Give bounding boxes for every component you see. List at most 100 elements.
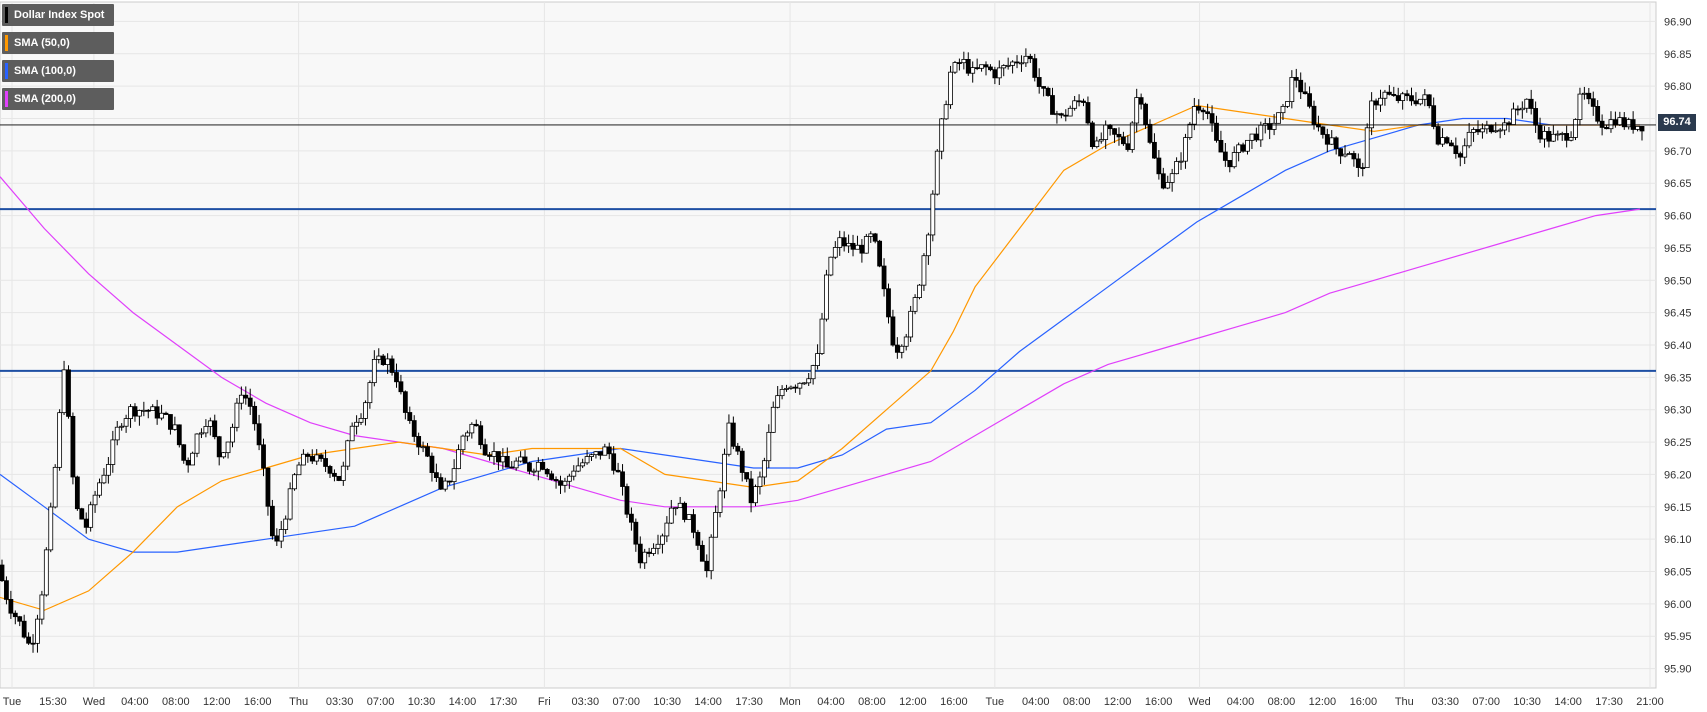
x-tick-label: 15:30 (39, 696, 67, 708)
candle-body (518, 456, 523, 462)
x-tick-label: 12:00 (1104, 696, 1132, 708)
x-tick-label: 16:00 (1350, 696, 1378, 708)
candle-body (1112, 128, 1117, 135)
last-price-tag: 96.74 (1658, 114, 1696, 131)
y-tick-label: 96.80 (1664, 81, 1692, 93)
candle-body (207, 420, 213, 427)
candle-body (1129, 122, 1135, 150)
x-tick-label: 07:00 (367, 696, 395, 708)
candle-body (1307, 93, 1312, 107)
candle-body (1054, 113, 1060, 116)
candle-body (1369, 100, 1375, 129)
candle-body (261, 444, 266, 469)
candle-body (1098, 139, 1104, 142)
candle-body (1528, 98, 1534, 109)
candle-body (1067, 107, 1073, 117)
candle-body (961, 59, 967, 64)
candle-body (899, 345, 905, 353)
candle-body (1103, 124, 1109, 140)
x-tick-label: 10:30 (653, 696, 681, 708)
candle-body (1058, 113, 1064, 116)
candle-body (1546, 131, 1552, 142)
candle-body (651, 547, 656, 554)
candle-body (766, 431, 772, 462)
legend-item-price[interactable]: Dollar Index Spot (2, 4, 115, 26)
candle-body (553, 479, 559, 482)
candle-body (948, 71, 953, 106)
candle-body (252, 405, 258, 425)
candle-body (1386, 91, 1392, 95)
candle-body (176, 424, 182, 446)
y-tick-label: 96.50 (1664, 275, 1692, 287)
candle-body (797, 382, 803, 389)
candle-body (234, 402, 240, 428)
candle-body (815, 353, 820, 366)
candle-body (407, 412, 413, 421)
candle-body (593, 451, 599, 456)
candle-body (957, 62, 962, 64)
candle-body (21, 620, 27, 638)
candle-body (159, 412, 164, 419)
candle-body (615, 469, 621, 473)
candle-body (1191, 106, 1197, 125)
candle-body (371, 359, 377, 384)
legend-item-sma100[interactable]: SMA (100,0) (2, 60, 115, 82)
candle-body (930, 193, 936, 236)
x-tick-label: 16:00 (1145, 696, 1173, 708)
candle-body (1218, 140, 1224, 153)
y-tick-label: 96.65 (1664, 178, 1692, 190)
candle-body (686, 514, 692, 520)
candle-body (411, 420, 417, 437)
candle-body (637, 543, 643, 564)
candle-body (1586, 92, 1592, 100)
candle-body (1338, 148, 1343, 157)
candle-body (1178, 160, 1184, 163)
candle-body (1342, 153, 1348, 157)
candle-body (1382, 91, 1388, 99)
candle-body (775, 395, 781, 408)
candle-body (952, 62, 958, 73)
x-tick-label: 04:00 (121, 696, 149, 708)
y-tick-label: 96.30 (1664, 405, 1692, 417)
candle-body (699, 544, 705, 562)
y-tick-label: 96.60 (1664, 211, 1692, 223)
candle-body (1041, 86, 1047, 89)
candle-body (1515, 108, 1521, 111)
candle-body (886, 288, 891, 318)
candle-body (1001, 65, 1007, 69)
legend-swatch-sma200 (5, 91, 8, 107)
y-tick-label: 96.10 (1664, 534, 1692, 546)
x-tick-label: 12:00 (203, 696, 231, 708)
legend-item-sma200[interactable]: SMA (200,0) (2, 88, 115, 110)
candle-body (465, 432, 470, 437)
candle-body (1635, 126, 1640, 130)
candle-body (664, 522, 670, 537)
candle-body (717, 490, 723, 513)
candle-body (668, 507, 674, 524)
candle-body (460, 435, 466, 451)
candle-body (735, 445, 741, 452)
candle-body (1329, 137, 1335, 145)
legend-item-sma50[interactable]: SMA (50,0) (2, 32, 115, 54)
legend-label-price: Dollar Index Spot (14, 9, 105, 21)
candle-body (1253, 133, 1259, 141)
x-tick-label: 12:00 (899, 696, 927, 708)
y-tick-label: 96.85 (1664, 49, 1692, 61)
candle-body (863, 236, 869, 254)
candle-body (1156, 157, 1162, 175)
candle-body (309, 456, 315, 462)
x-tick-label: 12:00 (1309, 696, 1337, 708)
candle-body (1511, 108, 1516, 125)
x-tick-label: 07:00 (1472, 696, 1500, 708)
y-tick-label: 96.35 (1664, 372, 1692, 384)
candle-body (917, 284, 922, 298)
candle-body (203, 426, 209, 434)
candle-body (1072, 100, 1078, 109)
candle-body (420, 446, 426, 449)
candle-body (181, 444, 187, 461)
candle-body (1205, 111, 1211, 114)
candle-body (416, 436, 422, 448)
x-tick-label: Thu (1395, 696, 1414, 708)
candle-body (287, 488, 293, 520)
candle-body (1604, 127, 1609, 130)
